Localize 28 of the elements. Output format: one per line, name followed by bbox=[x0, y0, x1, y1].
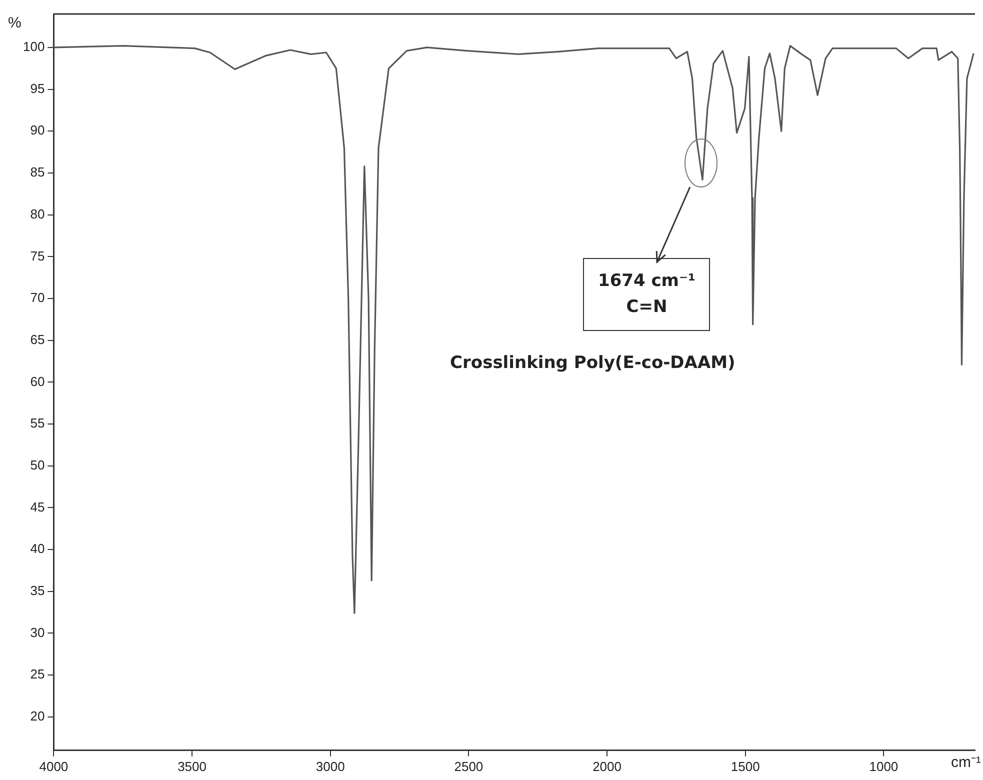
y-tick-label: 60 bbox=[30, 374, 45, 389]
y-tick-label: 85 bbox=[30, 164, 45, 180]
annotation: 1674 cm⁻¹ C=N bbox=[583, 258, 710, 331]
y-tick-label: 30 bbox=[30, 624, 45, 640]
y-tick-label: 100 bbox=[22, 39, 45, 54]
y-tick-label: 90 bbox=[30, 122, 45, 138]
y-tick-label: 35 bbox=[30, 582, 45, 598]
x-tick-label: 2500 bbox=[454, 758, 484, 774]
x-tick-label: 3000 bbox=[316, 758, 345, 774]
x-axis-title: cm⁻¹ bbox=[951, 754, 981, 772]
y-tick-label: 65 bbox=[30, 332, 45, 347]
y-tick-label: 95 bbox=[30, 80, 45, 96]
y-tick-label: 40 bbox=[30, 541, 45, 556]
y-tick-label: 45 bbox=[30, 499, 45, 514]
y-axis-title: % bbox=[8, 14, 22, 32]
x-tick-label: 4000 bbox=[39, 758, 68, 774]
x-tick-label: 2000 bbox=[592, 758, 622, 774]
y-tick-label: 80 bbox=[30, 206, 45, 222]
y-tick-label: 75 bbox=[30, 248, 45, 264]
y-tick-label: 20 bbox=[30, 708, 45, 724]
y-tick-label: 50 bbox=[30, 457, 45, 472]
text: Crosslinking Poly(E-co-DAAM) bbox=[450, 353, 736, 374]
x-tick-label: 1000 bbox=[869, 758, 898, 774]
x-tick-label: 1500 bbox=[730, 758, 760, 774]
y-tick-label: 55 bbox=[30, 416, 45, 431]
x-tick-label: 3500 bbox=[178, 758, 206, 774]
y-tick-label: 70 bbox=[30, 290, 45, 306]
y-tick-label: 25 bbox=[30, 666, 45, 682]
